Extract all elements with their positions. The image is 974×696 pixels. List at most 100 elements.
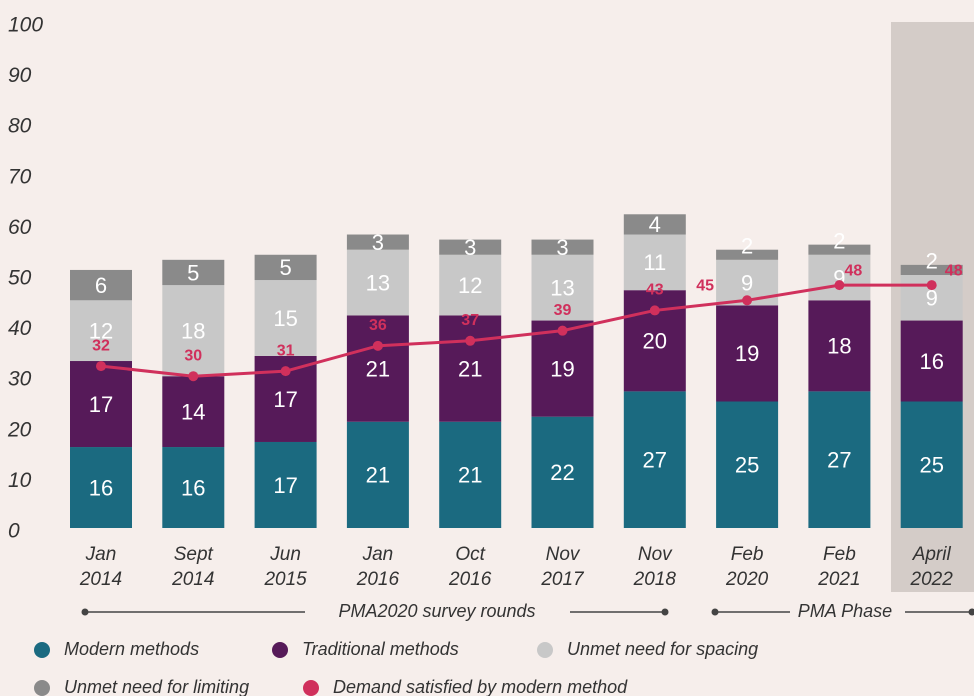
bar-segment [716,401,779,528]
bar-segment [808,391,871,528]
bar-value-label: 27 [827,448,851,473]
legend-marker [272,642,288,658]
line-value-label: 48 [945,262,963,279]
bar-segment [900,264,963,275]
y-tick-label: 10 [8,469,32,492]
x-tick-label: Jan 2016 [356,544,400,590]
bar-segment [70,300,132,362]
bar-value-label: 21 [458,463,482,488]
y-tick-label: 0 [8,520,20,543]
line-value-label: 39 [554,302,572,319]
bracket-end [81,608,89,616]
x-tick-label: Feb 2021 [817,544,860,590]
legend-marker [34,642,50,658]
bar-value-label: 3 [372,230,384,255]
bar-value-label: 3 [464,235,476,260]
line-value-label: 36 [369,317,387,334]
bar-value-label: 16 [89,475,113,500]
bar-value-label: 16 [181,475,205,500]
bracket-end [661,608,669,616]
bar-segment [439,421,502,528]
y-tick-label: 20 [7,418,32,441]
bar-segment [531,416,594,528]
bar-value-label: 6 [95,273,107,298]
group-label: PMA2020 survey rounds [338,601,535,621]
bracket-end [968,608,974,616]
line-point [834,280,845,291]
bar-value-label: 21 [366,356,390,381]
x-tick-label: April 2022 [910,544,954,590]
bar-value-label: 2 [926,249,938,274]
bar-segment [162,376,225,448]
bar-segment [162,285,225,377]
x-tick-label: Nov 2017 [540,544,585,590]
bar-value-label: 22 [550,460,574,485]
x-tick-label: Nov 2018 [633,544,677,590]
bar-value-label: 13 [366,270,390,295]
x-tick-label: Feb 2020 [725,544,769,590]
x-tick-label: Oct 2016 [448,544,492,590]
bar-segment [439,254,502,316]
line-value-label: 45 [696,278,714,295]
legend-label: Unmet need for spacing [567,639,758,659]
bar-value-label: 21 [458,356,482,381]
bar-segment [623,391,686,528]
bar-segment [531,320,594,417]
bar-value-label: 17 [89,392,113,417]
bar-value-label: 11 [643,250,666,275]
line-value-label: 32 [92,337,110,354]
bar-segment [70,269,132,301]
bar-segment [716,249,779,260]
bar-value-label: 2 [741,234,753,259]
bar-segment [531,239,594,255]
bar-segment [254,280,317,356]
line-value-label: 31 [277,342,295,359]
bar-segment [439,239,502,255]
bar-segment [623,214,686,235]
line [100,283,932,378]
bar-value-label: 9 [741,270,753,295]
bar-value-label: 14 [181,399,205,424]
line-value-label: 43 [646,282,664,299]
legend-marker [303,680,319,696]
line-point [372,340,383,351]
bar-value-label: 3 [556,235,568,260]
line-point [926,280,937,291]
y-tick-label: 80 [8,115,32,138]
bar-segment [716,305,779,402]
bar-value-label: 9 [926,286,938,311]
line-point [649,305,660,316]
bar-segment [900,320,963,402]
line-value-label: 37 [461,312,479,329]
line-point [742,295,753,306]
bar-segment [162,259,225,286]
legend-label: Demand satisfied by modern method [333,677,628,696]
group-label: PMA Phase [798,601,892,621]
line-point [557,325,568,336]
bar-value-label: 25 [919,453,943,478]
legend-label: Unmet need for limiting [64,677,249,696]
bracket-end [711,608,719,616]
bar-value-label: 18 [827,334,851,359]
legend-marker [537,642,553,658]
bar-value-label: 17 [273,473,297,498]
bar-segment [346,421,409,528]
bar-segment [346,315,409,422]
bar-value-label: 21 [366,463,390,488]
bar-value-label: 19 [735,341,759,366]
bar-value-label: 18 [181,318,205,343]
bar-segment [162,447,225,528]
y-tick-label: 30 [8,368,32,391]
y-tick-label: 70 [8,165,32,188]
bar-segment [254,441,317,528]
bar-value-label: 2 [833,228,845,253]
bar-value-label: 12 [458,273,482,298]
bar-segment [808,300,871,392]
y-tick-label: 40 [8,317,32,340]
line-point [96,361,106,372]
legend-label: Modern methods [64,639,199,659]
legend-label: Traditional methods [302,639,459,659]
bar-value-label: 25 [735,453,759,478]
line-value-label: 30 [184,347,202,364]
bar-value-label: 16 [919,349,943,374]
